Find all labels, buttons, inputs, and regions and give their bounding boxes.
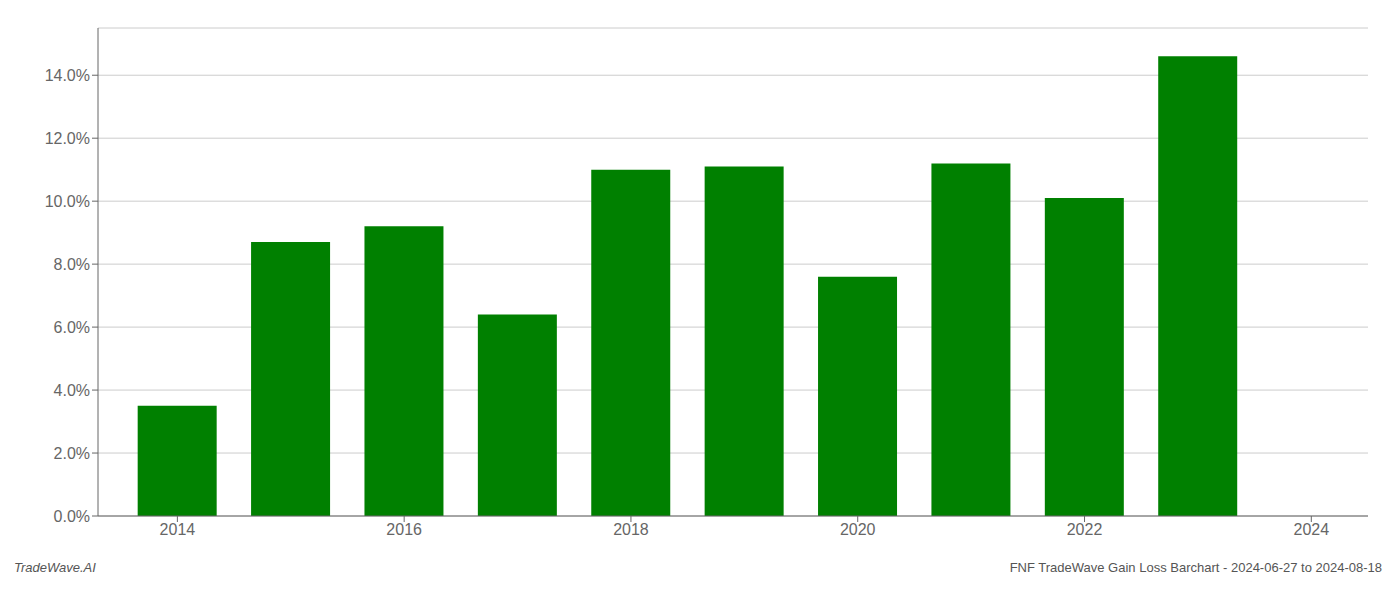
svg-text:2022: 2022 [1067, 521, 1103, 538]
svg-text:0.0%: 0.0% [54, 508, 90, 525]
svg-text:6.0%: 6.0% [54, 319, 90, 336]
svg-text:2024: 2024 [1294, 521, 1330, 538]
svg-text:2014: 2014 [160, 521, 196, 538]
html-text:TradeWave.AI: TradeWave.AI [14, 560, 96, 575]
svg-text:12.0%: 12.0% [45, 130, 90, 147]
svg-text:2018: 2018 [613, 521, 649, 538]
svg-text:2016: 2016 [386, 521, 422, 538]
svg-text:8.0%: 8.0% [54, 256, 90, 273]
html-text:FNF TradeWave Gain Loss Barcha: FNF TradeWave Gain Loss Barchart - 2024-… [1009, 560, 1382, 575]
svg-text:10.0%: 10.0% [45, 193, 90, 210]
svg-text:2020: 2020 [840, 521, 876, 538]
svg-text:4.0%: 4.0% [54, 382, 90, 399]
svg-text:14.0%: 14.0% [45, 67, 90, 84]
svg-text:2.0%: 2.0% [54, 445, 90, 462]
